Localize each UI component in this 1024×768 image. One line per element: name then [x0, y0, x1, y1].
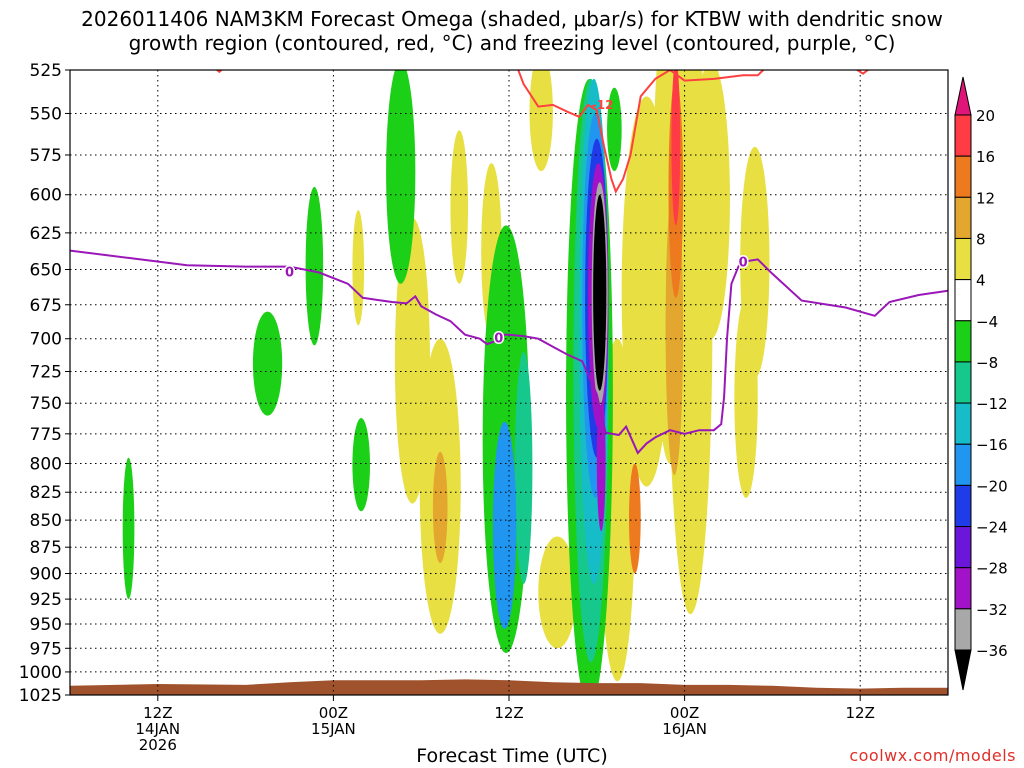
x-tick-label-2-0: 12Z — [494, 704, 523, 722]
omega-area-22 — [432, 451, 448, 564]
omega-area-14 — [122, 457, 135, 600]
dgz-contour-fragment-1 — [855, 70, 870, 75]
omega-area-13 — [734, 297, 758, 498]
freezing-level-label-1: 0 — [494, 332, 503, 347]
colorbar-box-9 — [954, 484, 972, 528]
x-tick-label-1-0: 00Z — [319, 704, 348, 722]
y-tick-label-700: 700 — [30, 330, 62, 350]
y-tick-label-725: 725 — [30, 363, 62, 383]
colorbar-box-7 — [954, 402, 972, 445]
y-tick-label-925: 925 — [30, 590, 62, 610]
omega-area-26 — [628, 463, 641, 574]
freezing-level-label-2: 0 — [739, 255, 748, 270]
colorbar-label-5: −4 — [976, 313, 998, 331]
colorbar-label-7: −12 — [976, 395, 1008, 413]
y-tick-label-550: 550 — [30, 104, 62, 124]
omega-area-24 — [514, 351, 533, 584]
omega-area-31 — [671, 70, 681, 226]
y-tick-label-525: 525 — [30, 61, 62, 81]
colorbar-label-11: −28 — [976, 560, 1008, 578]
x-tick-label-0-0: 12Z — [143, 704, 172, 722]
omega-area-1 — [352, 210, 365, 326]
y-tick-label-1000: 1000 — [19, 663, 62, 683]
y-tick-label-750: 750 — [30, 394, 62, 414]
colorbar-lower-arrow — [954, 649, 972, 691]
colorbar-label-6: −8 — [976, 354, 998, 372]
terrain-fill — [70, 679, 948, 695]
credit-text: coolwx.com/models — [849, 746, 1016, 765]
y-tick-label-825: 825 — [30, 483, 62, 503]
x-axis-label: Forecast Time (UTC) — [416, 745, 608, 767]
y-tick-label-650: 650 — [30, 261, 62, 281]
freezing-level-contour — [70, 249, 948, 455]
omega-area-18 — [386, 70, 416, 284]
colorbar-box-4 — [954, 279, 972, 322]
omega-area-11 — [691, 70, 730, 339]
colorbar-upper-arrow — [954, 76, 972, 116]
omega-area-21 — [607, 87, 622, 172]
dgz-contour-fragment-0 — [215, 70, 224, 74]
y-tick-label-975: 975 — [30, 639, 62, 659]
x-tick-label-0-1: 14JAN — [135, 720, 180, 738]
x-tick-label-1-1: 15JAN — [311, 720, 356, 738]
y-tick-label-900: 900 — [30, 565, 62, 585]
colorbar-label-13: −36 — [976, 642, 1008, 660]
colorbar-box-10 — [954, 526, 972, 569]
y-tick-label-800: 800 — [30, 454, 62, 474]
colorbar-box-8 — [954, 443, 972, 486]
omega-area-15 — [252, 311, 283, 416]
y-tick-label-675: 675 — [30, 296, 62, 316]
colorbar-box-5 — [954, 320, 972, 363]
omega-area-36 — [593, 194, 607, 391]
colorbar-box-3 — [954, 237, 972, 281]
y-tick-label-775: 775 — [30, 425, 62, 445]
x-tick-label-4-0: 12Z — [846, 704, 875, 722]
colorbar-label-8: −16 — [976, 436, 1008, 454]
y-tick-label-850: 850 — [30, 511, 62, 531]
colorbar-box-0 — [954, 114, 972, 157]
y-tick-label-1025: 1025 — [19, 686, 62, 706]
colorbar-label-1: 16 — [976, 148, 995, 166]
omega-area-16 — [305, 186, 324, 346]
y-tick-label-600: 600 — [30, 186, 62, 206]
colorbar-label-4: 4 — [976, 272, 986, 290]
colorbar-box-1 — [954, 155, 972, 198]
chart-title-line-1: 2026011406 NAM3KM Forecast Omega (shaded… — [81, 7, 943, 31]
omega-area-5 — [538, 536, 577, 649]
freezing-level-label-0: 0 — [285, 265, 294, 280]
colorbar-box-2 — [954, 196, 972, 239]
y-tick-label-625: 625 — [30, 224, 62, 244]
colorbar-label-2: 12 — [976, 189, 995, 207]
dgz-contour-label: -12 — [592, 98, 614, 112]
omega-area-17 — [352, 418, 370, 512]
omega-area-29 — [492, 421, 517, 629]
chart-title-line-2: growth region (contoured, red, °C) and f… — [128, 31, 896, 55]
colorbar-label-12: −32 — [976, 601, 1008, 619]
colorbar-label-9: −20 — [976, 477, 1008, 495]
dgz-contour — [517, 70, 765, 194]
colorbar-label-10: −24 — [976, 519, 1008, 537]
x-tick-label-3-1: 16JAN — [662, 720, 707, 738]
colorbar-label-3: 8 — [976, 230, 986, 248]
y-tick-label-575: 575 — [30, 146, 62, 166]
omega-area-6 — [529, 70, 553, 172]
y-tick-label-875: 875 — [30, 538, 62, 558]
omega-area-3 — [450, 130, 469, 284]
colorbar-label-0: 20 — [976, 107, 995, 125]
colorbar-box-6 — [954, 361, 972, 404]
y-tick-label-950: 950 — [30, 615, 62, 635]
colorbar-box-11 — [954, 567, 972, 610]
colorbar-box-12 — [954, 608, 972, 651]
x-tick-label-3-0: 00Z — [670, 704, 699, 722]
x-tick-label-0-2: 2026 — [139, 736, 177, 754]
